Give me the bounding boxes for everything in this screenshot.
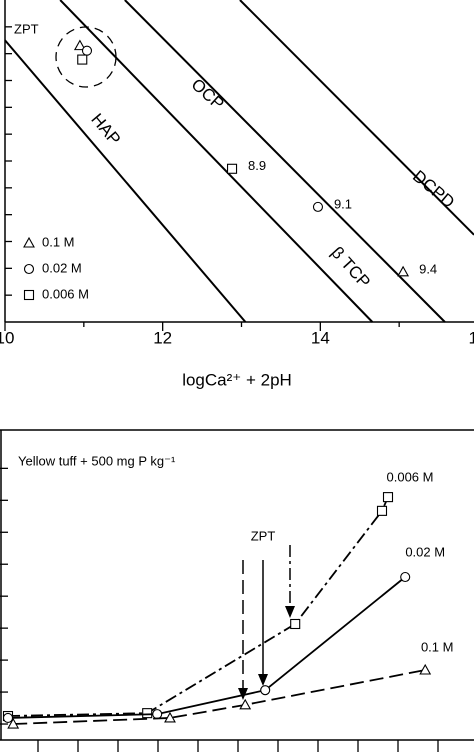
chart-title: Yellow tuff + 500 mg P kg⁻¹ (18, 453, 176, 468)
marker (23, 289, 35, 301)
arrow-head (238, 688, 248, 700)
series-line (7, 496, 389, 717)
marker (81, 45, 93, 56)
arrow-head (285, 606, 295, 618)
point-label: 8.9 (248, 158, 266, 173)
marker (73, 39, 86, 51)
marker (397, 265, 410, 277)
zpt-label: ZPT (14, 21, 39, 36)
solubility-line (239, 0, 474, 236)
series-label: 0.006 M (387, 470, 434, 485)
marker (419, 663, 432, 675)
marker (2, 712, 14, 723)
marker (382, 492, 394, 503)
x-tick-label: 10 (0, 328, 14, 347)
point-label: 9.1 (334, 196, 352, 211)
point-label: 9.4 (419, 261, 437, 276)
solubility-line (59, 0, 374, 323)
marker (77, 54, 88, 65)
arrow-head (258, 674, 268, 686)
zpt-label: ZPT (251, 528, 276, 543)
legend-label: 0.006 M (42, 286, 89, 301)
marker (226, 163, 238, 174)
zpt-arrows (238, 545, 295, 700)
marker (400, 571, 411, 583)
series-label: 0.02 M (405, 544, 445, 559)
marker (23, 263, 35, 275)
marker (142, 708, 153, 719)
series-line (7, 576, 406, 719)
marker (239, 698, 252, 710)
marker (23, 236, 35, 248)
series-label: 0.1 M (421, 639, 454, 654)
line-label: β TCP (327, 243, 374, 292)
marker (290, 618, 301, 630)
line-label: OCP (188, 75, 228, 114)
marker (376, 505, 388, 516)
x-tick-label: 14 (311, 328, 330, 347)
line-label: DCPD (409, 166, 458, 212)
series-line (13, 669, 426, 725)
legend-label: 0.1 M (42, 234, 75, 249)
marker (312, 201, 324, 212)
marker (152, 709, 163, 720)
marker (7, 717, 20, 729)
solubility-line (124, 0, 446, 323)
marker (164, 711, 176, 723)
legend-label: 0.02 M (42, 260, 82, 275)
x-tick-label: 16 (469, 328, 474, 347)
x-axis-label: logCa²⁺ + 2pH (182, 370, 292, 389)
solubility-line (4, 39, 247, 323)
x-tick-label: 12 (153, 328, 172, 347)
marker (260, 685, 271, 696)
